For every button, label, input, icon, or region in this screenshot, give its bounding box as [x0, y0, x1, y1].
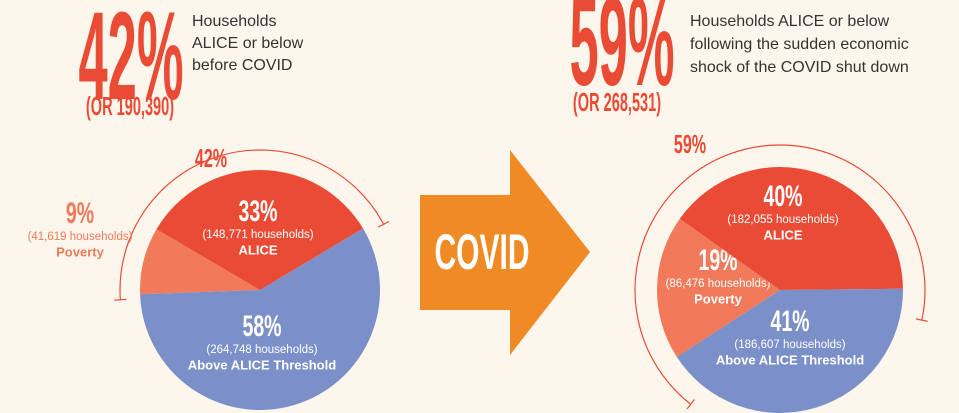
description: Households [192, 13, 277, 30]
slice-households: (86,476 households) [666, 278, 771, 290]
slice-households: (148,771 households) [202, 229, 313, 241]
arrow-label: COVID [435, 224, 530, 280]
headline: 59% [569, 0, 674, 112]
slice-value-group: 9% [66, 197, 94, 230]
bracket-end [686, 399, 695, 410]
slice-name: ALICE [239, 242, 278, 257]
slice-households: (264,748 households) [206, 344, 317, 356]
arrow-label-group: COVID [435, 224, 530, 280]
bracket-label: 59% [674, 129, 706, 159]
pie-slice [140, 228, 380, 410]
headline-sub-group: (OR 268,531) [573, 89, 661, 117]
slice-name: Poverty [694, 291, 742, 306]
bracket [119, 149, 385, 300]
slice-value: 33% [238, 195, 277, 228]
slice-name: Poverty [56, 244, 104, 259]
slice-households: (41,619 households) [28, 231, 133, 243]
pie-slice [676, 288, 903, 413]
slice-value: 40% [763, 180, 802, 213]
pie-slice [156, 169, 364, 290]
slice-value-group: 41% [770, 305, 809, 338]
headline-sub-group: (OR 190,390) [86, 93, 174, 121]
slice-value-group: 40% [763, 180, 802, 213]
bracket-label-group: 59% [674, 129, 706, 159]
pie-slice [656, 218, 780, 357]
headline-sub: (OR 268,531) [573, 89, 661, 117]
headline-sub: (OR 190,390) [86, 93, 174, 121]
slice-households: (186,607 households) [734, 339, 845, 351]
description: before COVID [192, 57, 292, 74]
headline-group: 59% [569, 0, 674, 112]
slice-value: 58% [242, 310, 281, 343]
description: Households ALICE or below [690, 13, 890, 30]
slice-value-group: 33% [238, 195, 277, 228]
bracket-end [114, 298, 127, 301]
bracket-label-group: 42% [195, 143, 227, 173]
bracket-label: 42% [195, 143, 227, 173]
description: ALICE or below [192, 35, 304, 52]
slice-households: (182,055 households) [727, 214, 838, 226]
slice-name: ALICE [764, 227, 803, 242]
headline: 42% [78, 0, 183, 126]
arrow [420, 150, 590, 355]
pie-slice [679, 166, 903, 290]
slice-value: 9% [66, 197, 94, 230]
slice-name: Above ALICE Threshold [716, 352, 864, 367]
bracket [634, 144, 926, 405]
slice-name: Above ALICE Threshold [188, 357, 336, 372]
pie-slice [140, 229, 260, 295]
description: following the sudden economic [690, 36, 909, 53]
bracket-end [378, 220, 390, 228]
slice-value: 41% [770, 305, 809, 338]
slice-value-group: 58% [242, 310, 281, 343]
bracket-end [915, 318, 928, 322]
headline-group: 42% [78, 0, 183, 126]
description: shock of the COVID shut down [690, 59, 909, 76]
